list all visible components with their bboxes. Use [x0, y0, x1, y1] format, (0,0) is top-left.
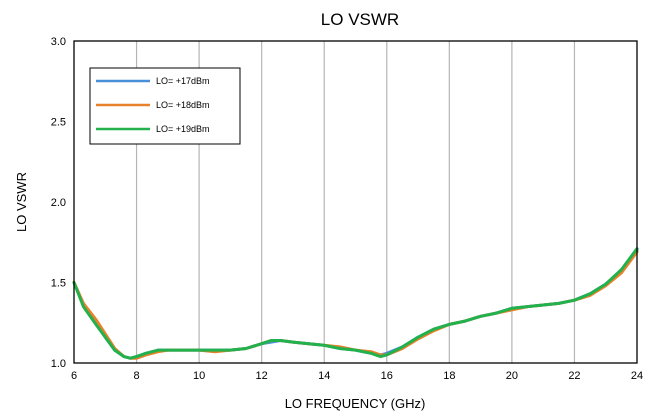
x-tick-label: 22 — [568, 370, 580, 382]
y-tick-labels: 1.0 1.5 2.0 2.5 3.0 — [51, 36, 66, 370]
x-tick-label: 24 — [631, 370, 643, 382]
x-tick-label: 12 — [256, 370, 268, 382]
x-axis-title: LO FREQUENCY (GHz) — [285, 396, 426, 411]
y-tick-label: 3.0 — [51, 36, 66, 48]
x-tick-labels: 6 8 10 12 14 16 18 20 22 24 — [71, 370, 643, 382]
x-tick-label: 10 — [193, 370, 205, 382]
plot-frame — [73, 40, 638, 364]
legend-label-3: LO= +19dBm — [156, 124, 210, 134]
x-tick-label: 8 — [133, 370, 139, 382]
chart-title: LO VSWR — [321, 10, 399, 29]
y-tick-label: 2.0 — [51, 197, 66, 209]
y-tick-label: 2.5 — [51, 117, 66, 129]
x-tick-label: 6 — [71, 370, 77, 382]
x-tick-label: 14 — [318, 370, 330, 382]
legend: LO= +17dBm LO= +18dBm LO= +19dBm — [89, 67, 241, 145]
series-lines — [72, 247, 639, 360]
series-line-3 — [72, 247, 639, 360]
x-tick-label: 20 — [506, 370, 518, 382]
legend-label-2: LO= +18dBm — [156, 100, 210, 110]
y-tick-label: 1.5 — [51, 278, 66, 290]
legend-label-1: LO= +17dBm — [156, 76, 210, 86]
y-tick-label: 1.0 — [51, 358, 66, 370]
x-tick-label: 18 — [443, 370, 455, 382]
x-tick-label: 16 — [381, 370, 393, 382]
y-axis-title: LO VSWR — [14, 172, 29, 232]
